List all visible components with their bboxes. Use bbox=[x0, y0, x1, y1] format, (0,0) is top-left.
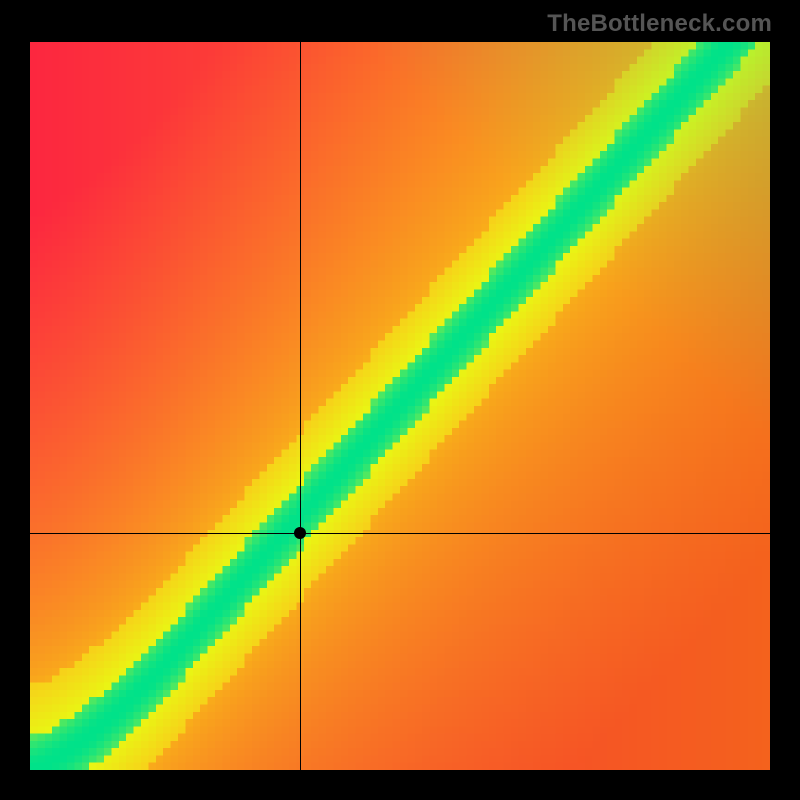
crosshair-vertical bbox=[300, 42, 301, 770]
watermark-text: TheBottleneck.com bbox=[547, 10, 772, 38]
crosshair-horizontal bbox=[30, 533, 770, 534]
plot-area bbox=[30, 42, 770, 770]
heatmap-canvas bbox=[30, 42, 770, 770]
crosshair-marker bbox=[294, 527, 306, 539]
chart-container: TheBottleneck.com bbox=[0, 0, 800, 800]
